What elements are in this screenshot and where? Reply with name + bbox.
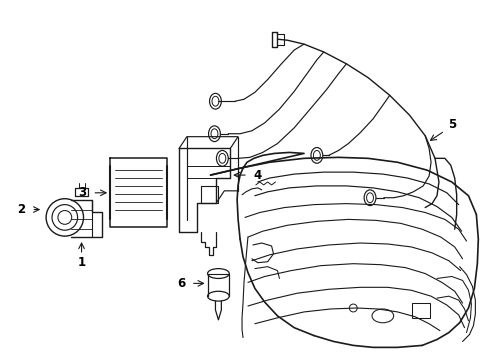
Text: 3: 3: [78, 186, 86, 199]
Bar: [411, 303, 429, 318]
Text: 2: 2: [18, 203, 25, 216]
Text: 6: 6: [177, 277, 185, 290]
Text: 4: 4: [253, 168, 262, 181]
Text: 1: 1: [77, 256, 85, 269]
Text: 5: 5: [447, 118, 455, 131]
